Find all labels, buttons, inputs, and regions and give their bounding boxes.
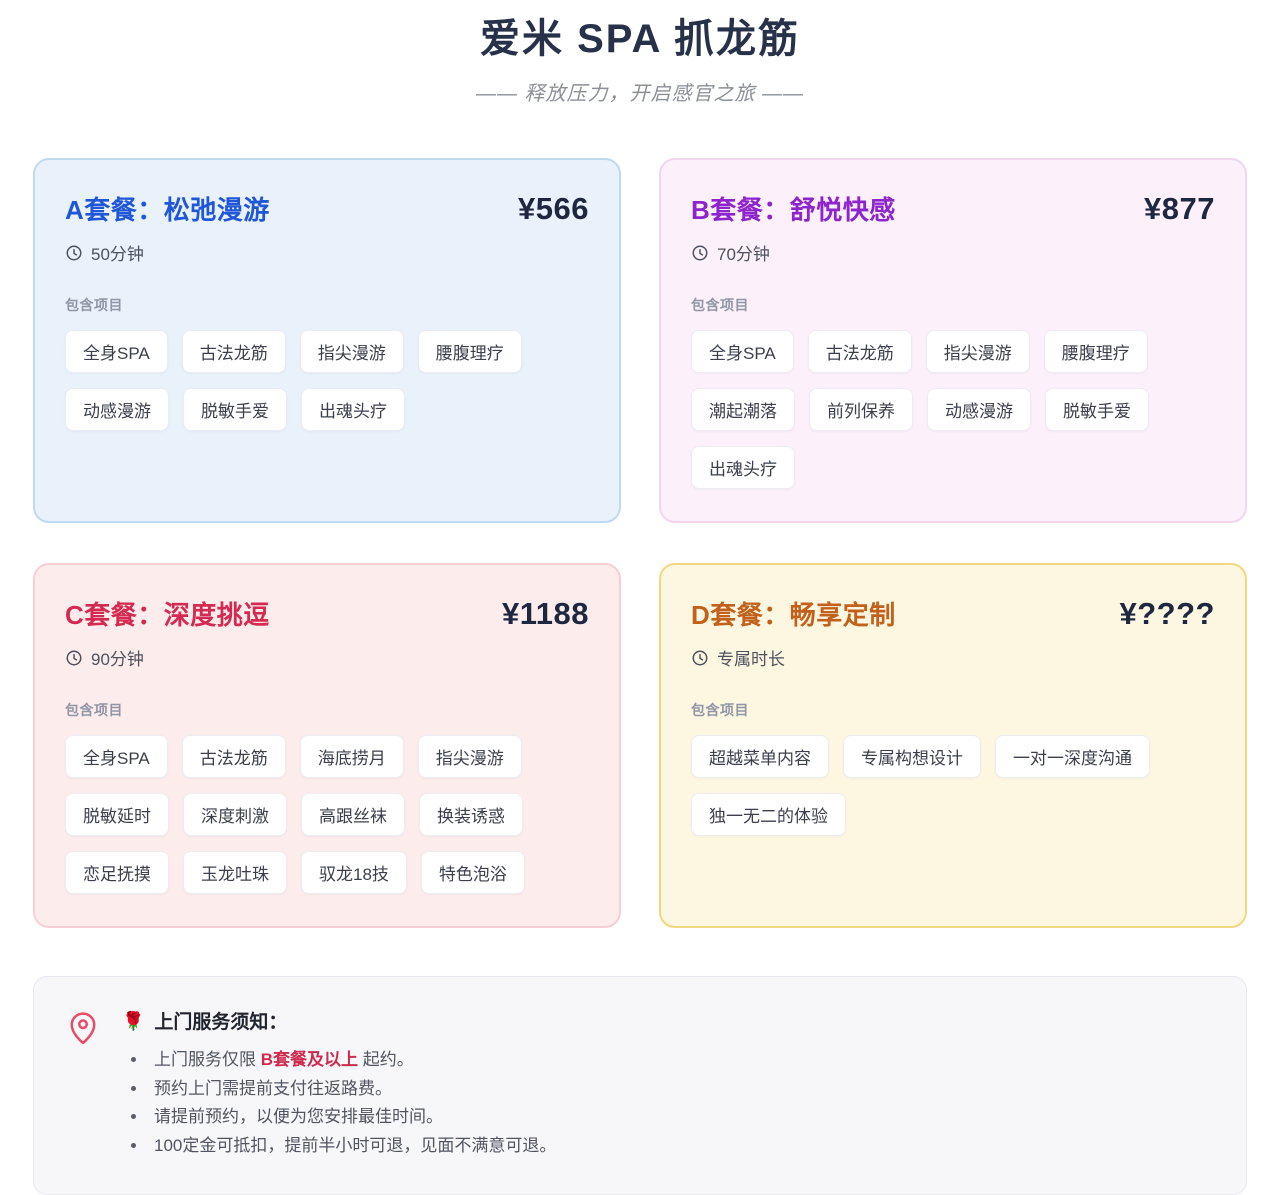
service-tag: 全身SPA [65, 735, 168, 778]
notice-heading-text: 上门服务须知： [154, 1012, 288, 1033]
service-tag: 古法龙筋 [181, 735, 286, 778]
package-title: D套餐：畅享定制 [691, 600, 896, 630]
service-tag: 前列保养 [809, 388, 913, 431]
service-tag: 脱敏手爱 [1045, 388, 1149, 431]
service-tag: 海底捞月 [299, 735, 404, 778]
notice-heading: 🌹 上门服务须知： [122, 1007, 1212, 1034]
service-tag: 恋足抚摸 [65, 851, 169, 894]
package-card-header: A套餐：松弛漫游 ¥566 [65, 190, 589, 227]
notice-body: 🌹 上门服务须知： 上门服务仅限 B套餐及以上 起约。预约上门需提前支付往返路费… [122, 1007, 1212, 1160]
service-tag: 专属构想设计 [843, 735, 981, 778]
packages-grid: A套餐：松弛漫游 ¥566 50分钟 包含项目 全身SPA 古法龙筋 指尖漫游 腰腹理… [33, 158, 1247, 928]
notice-bullet: 上门服务仅限 B套餐及以上 起约。 [148, 1046, 1212, 1075]
package-price: ¥566 [518, 191, 589, 226]
package-card-header: B套餐：舒悦快感 ¥877 [691, 190, 1215, 227]
package-card-header: D套餐：畅享定制 ¥???? [691, 595, 1215, 632]
service-tag: 一对一深度沟通 [995, 735, 1150, 778]
service-tag: 高跟丝袜 [301, 793, 405, 836]
service-tag: 潮起潮落 [691, 388, 795, 431]
service-tag: 动感漫游 [65, 388, 169, 431]
service-tag: 驭龙18技 [301, 851, 407, 894]
service-tag: 深度刺激 [183, 793, 287, 836]
service-tag: 古法龙筋 [181, 330, 286, 373]
package-duration: 专属时长 [691, 645, 1215, 670]
service-tags: 超越菜单内容 专属构想设计 一对一深度沟通独一无二的体验 [691, 735, 1215, 836]
includes-label: 包含项目 [65, 702, 123, 718]
service-tag: 全身SPA [65, 330, 168, 373]
notice-card: 🌹 上门服务须知： 上门服务仅限 B套餐及以上 起约。预约上门需提前支付往返路费… [33, 976, 1247, 1195]
service-tag: 指尖漫游 [299, 330, 404, 373]
service-tag: 出魂头疗 [301, 388, 405, 431]
package-title: C套餐：深度挑逗 [65, 600, 270, 630]
package-duration-text: 50分钟 [91, 245, 144, 264]
service-tag: 动感漫游 [927, 388, 1031, 431]
service-tag: 指尖漫游 [925, 330, 1030, 373]
service-tag: 腰腹理疗 [1043, 330, 1148, 373]
service-tag: 古法龙筋 [807, 330, 912, 373]
package-duration: 50分钟 [65, 240, 589, 265]
package-duration-text: 90分钟 [91, 650, 144, 669]
page-header: 爱米 SPA 抓龙筋 —— 释放压力，开启感官之旅 —— [33, 0, 1247, 106]
notice-highlight: B套餐及以上 [260, 1050, 359, 1069]
package-title: B套餐：舒悦快感 [691, 195, 896, 225]
clock-icon [692, 245, 708, 260]
notice-list: 上门服务仅限 B套餐及以上 起约。预约上门需提前支付往返路费。请提前预约，以便为… [148, 1046, 1212, 1160]
service-tag: 独一无二的体验 [691, 793, 846, 836]
includes-label: 包含项目 [691, 702, 749, 718]
service-tag: 脱敏手爱 [183, 388, 287, 431]
location-pin-icon [68, 1010, 98, 1046]
package-title: A套餐：松弛漫游 [65, 195, 270, 225]
package-duration: 90分钟 [65, 645, 589, 670]
service-tag: 脱敏延时 [65, 793, 169, 836]
package-card-header: C套餐：深度挑逗 ¥1188 [65, 595, 589, 632]
service-tag: 腰腹理疗 [417, 330, 522, 373]
includes-label: 包含项目 [691, 297, 749, 313]
service-tags: 全身SPA 古法龙筋 指尖漫游 腰腹理疗潮起潮落 前列保养 动感漫游 脱敏手爱出魂头疗 [691, 330, 1215, 489]
package-price: ¥1188 [502, 596, 589, 631]
package-card-b: B套餐：舒悦快感 ¥877 70分钟 包含项目 全身SPA 古法龙筋 指尖漫游 腰腹理… [659, 158, 1247, 523]
package-duration: 70分钟 [691, 240, 1215, 265]
package-price: ¥???? [1119, 596, 1215, 631]
notice-bullet: 预约上门需提前支付往返路费。 [148, 1075, 1212, 1104]
package-price: ¥877 [1144, 191, 1215, 226]
clock-icon [692, 650, 708, 665]
service-tag: 出魂头疗 [691, 446, 795, 489]
package-card-d: D套餐：畅享定制 ¥???? 专属时长 包含项目 超越菜单内容 专属构想设计 一对一… [659, 563, 1247, 928]
service-tag: 超越菜单内容 [691, 735, 829, 778]
rose-icon: 🌹 [122, 1010, 145, 1031]
service-tag: 指尖漫游 [417, 735, 522, 778]
notice-bullet: 100定金可抵扣，提前半小时可退，见面不满意可退。 [148, 1132, 1212, 1161]
includes-label: 包含项目 [65, 297, 123, 313]
package-duration-text: 专属时长 [717, 650, 785, 669]
page-title: 爱米 SPA 抓龙筋 [479, 17, 801, 61]
service-tag: 全身SPA [691, 330, 794, 373]
service-tag: 玉龙吐珠 [183, 851, 287, 894]
service-tag: 换装诱惑 [419, 793, 523, 836]
notice-bullet: 请提前预约，以便为您安排最佳时间。 [148, 1103, 1212, 1132]
clock-icon [66, 245, 82, 260]
package-card-c: C套餐：深度挑逗 ¥1188 90分钟 包含项目 全身SPA 古法龙筋 海底捞月 指尖… [33, 563, 621, 928]
page-subtitle: —— 释放压力，开启感官之旅 —— [475, 83, 805, 105]
service-tag: 特色泡浴 [420, 851, 525, 894]
service-tags: 全身SPA 古法龙筋 海底捞月 指尖漫游脱敏延时 深度刺激 高跟丝袜 换装诱惑恋足抚摸 玉龙吐… [65, 735, 589, 894]
clock-icon [66, 650, 82, 665]
package-card-a: A套餐：松弛漫游 ¥566 50分钟 包含项目 全身SPA 古法龙筋 指尖漫游 腰腹理… [33, 158, 621, 523]
service-tags: 全身SPA 古法龙筋 指尖漫游 腰腹理疗动感漫游 脱敏手爱 出魂头疗 [65, 330, 589, 431]
package-duration-text: 70分钟 [717, 245, 770, 264]
